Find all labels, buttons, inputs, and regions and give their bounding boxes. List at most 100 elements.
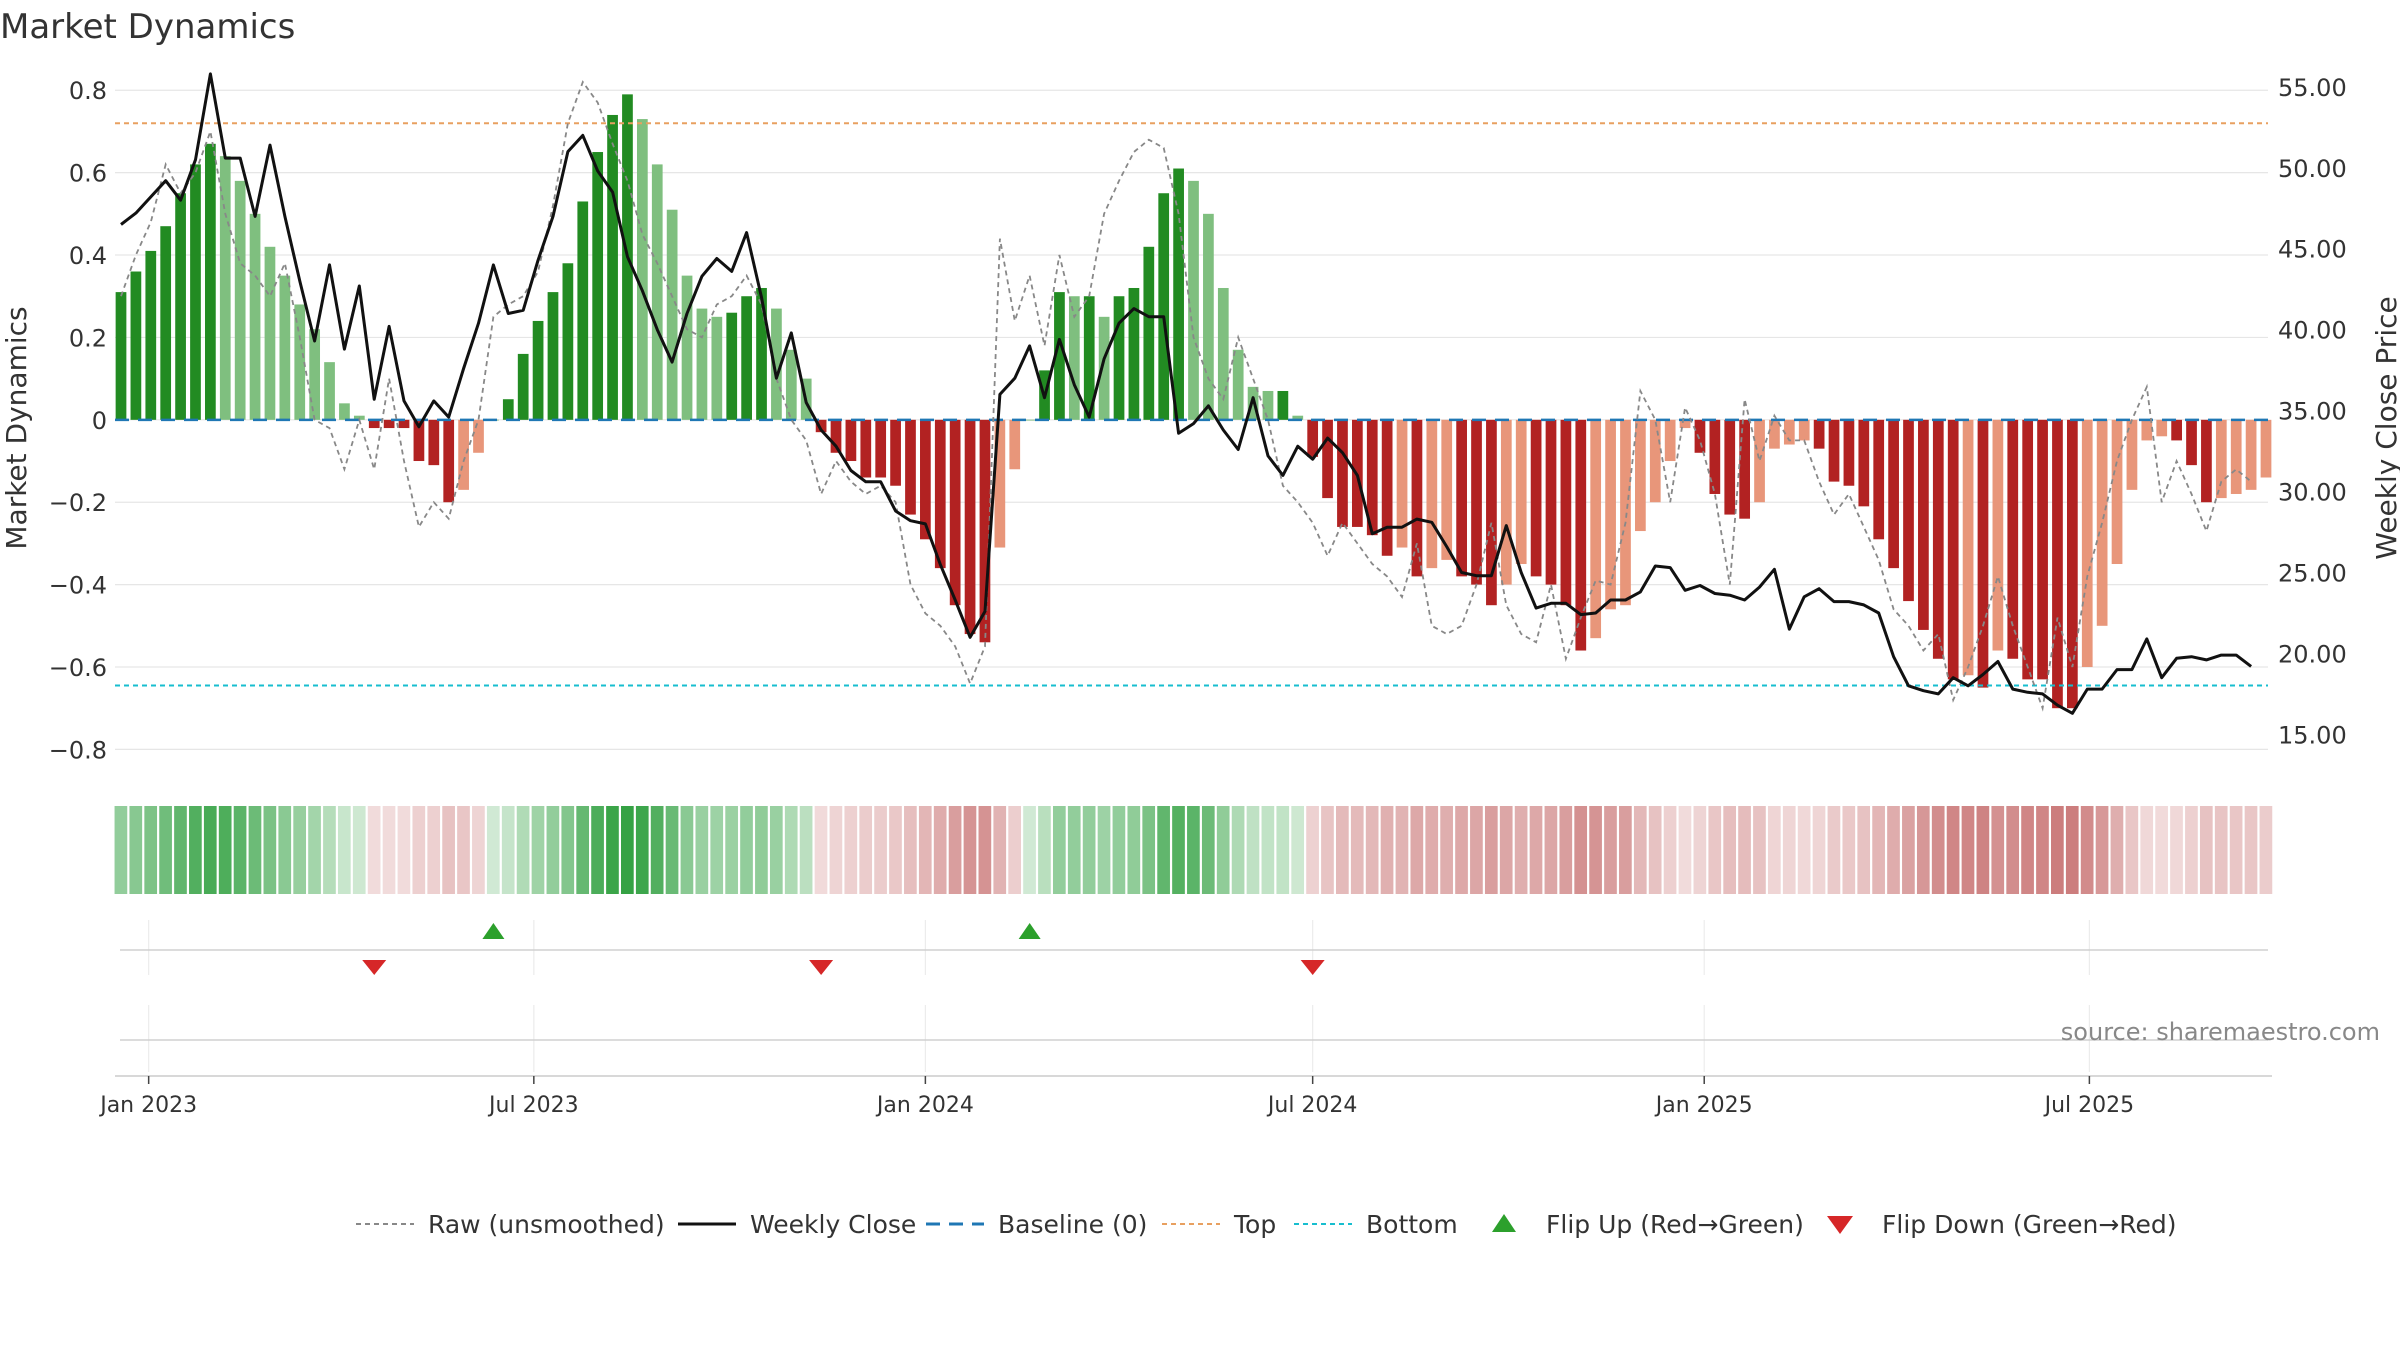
heat-cell xyxy=(2259,806,2273,894)
bar xyxy=(1366,419,1378,536)
heat-cell xyxy=(695,806,709,894)
y2-tick-label: 50.00 xyxy=(2278,155,2347,183)
bar xyxy=(1947,419,1959,680)
source-note: source: sharemaestro.com xyxy=(2061,1018,2380,1046)
bar xyxy=(190,164,201,420)
bars-group xyxy=(115,94,2272,709)
heat-cell xyxy=(576,806,590,894)
heat-cell xyxy=(1410,806,1424,894)
heat-cell xyxy=(308,806,321,894)
legend-raw: Raw (unsmoothed) xyxy=(356,1210,665,1239)
bar xyxy=(2126,419,2138,490)
bar xyxy=(1322,419,1333,499)
heat-cell xyxy=(2170,806,2183,894)
bar xyxy=(1441,419,1453,560)
bar xyxy=(1217,287,1229,420)
bar xyxy=(1173,168,1184,420)
bar xyxy=(502,399,514,420)
legend-bottom: Bottom xyxy=(1294,1210,1458,1239)
heat-cell xyxy=(1902,806,1915,894)
heat-cell xyxy=(606,806,619,894)
bar xyxy=(860,419,872,478)
heat-cell xyxy=(591,806,604,894)
bar xyxy=(726,312,738,420)
y2-tick-label: 45.00 xyxy=(2278,236,2347,264)
heat-cell xyxy=(710,806,724,894)
bar xyxy=(1620,419,1631,606)
bar xyxy=(1307,419,1319,457)
heat-cell xyxy=(1067,806,1081,894)
heat-cell xyxy=(1991,806,2005,894)
bar xyxy=(1977,419,1989,688)
heat-cell xyxy=(382,806,396,894)
bar xyxy=(1054,292,1065,420)
lines-group xyxy=(115,72,2268,715)
heat-cell xyxy=(323,806,336,894)
bar xyxy=(249,213,261,420)
y2-tick-label: 15.00 xyxy=(2278,721,2347,749)
bar xyxy=(2141,419,2153,441)
bar xyxy=(264,246,276,420)
heat-cell xyxy=(1708,806,1722,894)
bar xyxy=(1932,419,1944,659)
bar xyxy=(592,152,604,420)
heat-cell xyxy=(829,806,843,894)
heat-cell xyxy=(1380,806,1394,894)
bar xyxy=(920,419,931,540)
bar xyxy=(234,180,246,420)
bar xyxy=(1679,419,1691,429)
y-tick-label: −0.4 xyxy=(49,572,107,600)
heat-cell xyxy=(248,806,262,894)
bar xyxy=(1277,390,1289,420)
y-tick-label: −0.2 xyxy=(49,489,107,517)
bar xyxy=(1813,419,1825,449)
bar xyxy=(205,143,216,420)
bar xyxy=(905,419,916,515)
heat-cell xyxy=(1544,806,1558,894)
bar xyxy=(2260,419,2272,478)
flip-down-marker xyxy=(809,960,834,975)
bar xyxy=(1128,287,1140,420)
bar xyxy=(1337,419,1348,527)
raw-series-line xyxy=(120,80,2252,712)
bar xyxy=(428,419,440,466)
axis-ticks: 0.8 0.6 0.4 0.2 0 −0.2 −0.4 −0.6 −0.8 55.00 50.00 4… xyxy=(49,74,2347,1118)
bar xyxy=(1694,419,1706,453)
heat-cell xyxy=(889,806,902,894)
bar xyxy=(651,164,663,420)
y2-axis-label: Weekly Close Price xyxy=(2370,296,2400,559)
heat-cell xyxy=(799,806,813,894)
heat-strip xyxy=(114,806,2273,894)
heat-cell xyxy=(933,806,947,894)
heat-cell xyxy=(2140,806,2154,894)
bar xyxy=(845,419,857,462)
heat-cell xyxy=(1172,806,1185,894)
heat-cell xyxy=(1529,806,1543,894)
bar xyxy=(2156,419,2168,437)
heat-cell xyxy=(397,806,411,894)
heat-cell xyxy=(218,806,232,894)
bar xyxy=(1024,419,1036,421)
bar xyxy=(949,419,961,606)
bar xyxy=(1486,419,1497,606)
bar xyxy=(1426,419,1438,569)
bar xyxy=(1262,390,1274,420)
x-tick-label: Jan 2023 xyxy=(98,1093,197,1118)
heat-cell xyxy=(1976,806,1990,894)
heat-cell xyxy=(2125,806,2139,894)
bar xyxy=(1962,419,1974,676)
bar xyxy=(756,287,767,420)
heat-cell xyxy=(1827,806,1841,894)
heat-cell xyxy=(501,806,515,894)
x-tick-label: Jan 2025 xyxy=(1654,1093,1753,1118)
bar xyxy=(2066,419,2078,709)
heat-cell xyxy=(472,806,485,894)
heat-cell xyxy=(2214,806,2228,894)
heat-cell xyxy=(621,806,634,894)
heat-cell xyxy=(1797,806,1811,894)
heat-cell xyxy=(1574,806,1588,894)
heat-cell xyxy=(784,806,798,894)
heat-cell xyxy=(650,806,664,894)
heat-cell xyxy=(2185,806,2198,894)
heat-cell xyxy=(635,806,649,894)
